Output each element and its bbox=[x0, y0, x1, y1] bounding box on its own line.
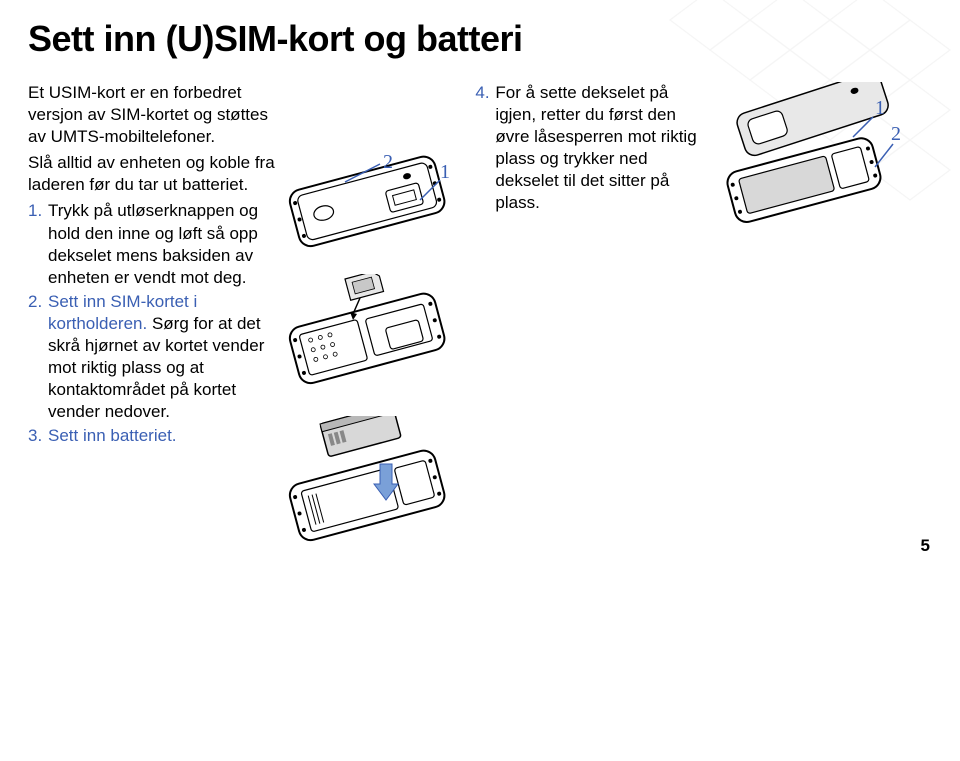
column-right: 4. For å sette dekselet på igjen, retter… bbox=[475, 82, 932, 556]
warning-text: Slå alltid av enheten og koble fra lader… bbox=[28, 152, 275, 196]
illus-step3 bbox=[285, 416, 455, 556]
illus-step1: 2 1 bbox=[285, 142, 455, 262]
step-text: Sett inn SIM-kortet i kortholderen. Sørg… bbox=[48, 291, 275, 424]
step-1: 1. Trykk på utløserknappen og hold den i… bbox=[28, 200, 275, 288]
step-text: Sett inn batteriet. bbox=[48, 425, 177, 447]
step-4: 4. For å sette dekselet på igjen, retter… bbox=[475, 82, 705, 215]
step-2: 2. Sett inn SIM-kortet i kortholderen. S… bbox=[28, 291, 275, 424]
step-num: 1. bbox=[28, 200, 48, 288]
content-columns: Et USIM-kort er en forbedret versjon av … bbox=[28, 82, 932, 556]
steps-left: 1. Trykk på utløserknappen og hold den i… bbox=[28, 200, 275, 447]
svg-text:2: 2 bbox=[383, 151, 393, 173]
illustrations-left: 2 1 bbox=[285, 82, 455, 556]
illustrations-right: 1 2 bbox=[715, 82, 905, 556]
step-text: For å sette dekselet på igjen, retter du… bbox=[495, 82, 705, 215]
step-num: 4. bbox=[475, 82, 495, 215]
step-num: 3. bbox=[28, 425, 48, 447]
svg-text:1: 1 bbox=[440, 161, 450, 183]
step-3: 3. Sett inn batteriet. bbox=[28, 425, 275, 447]
svg-text:2: 2 bbox=[891, 123, 901, 145]
intro-text: Et USIM-kort er en forbedret versjon av … bbox=[28, 82, 275, 148]
illus-step4: 1 2 bbox=[715, 82, 905, 232]
illus-step2 bbox=[285, 274, 455, 404]
steps-right: 4. For å sette dekselet på igjen, retter… bbox=[475, 82, 705, 215]
page-number: 5 bbox=[921, 536, 930, 556]
step-text: Trykk på utløserknappen og hold den inne… bbox=[48, 200, 275, 288]
step-num: 2. bbox=[28, 291, 48, 424]
svg-text:1: 1 bbox=[875, 97, 885, 119]
page-title: Sett inn (U)SIM-kort og batteri bbox=[28, 18, 932, 60]
column-left: Et USIM-kort er en forbedret versjon av … bbox=[28, 82, 455, 556]
